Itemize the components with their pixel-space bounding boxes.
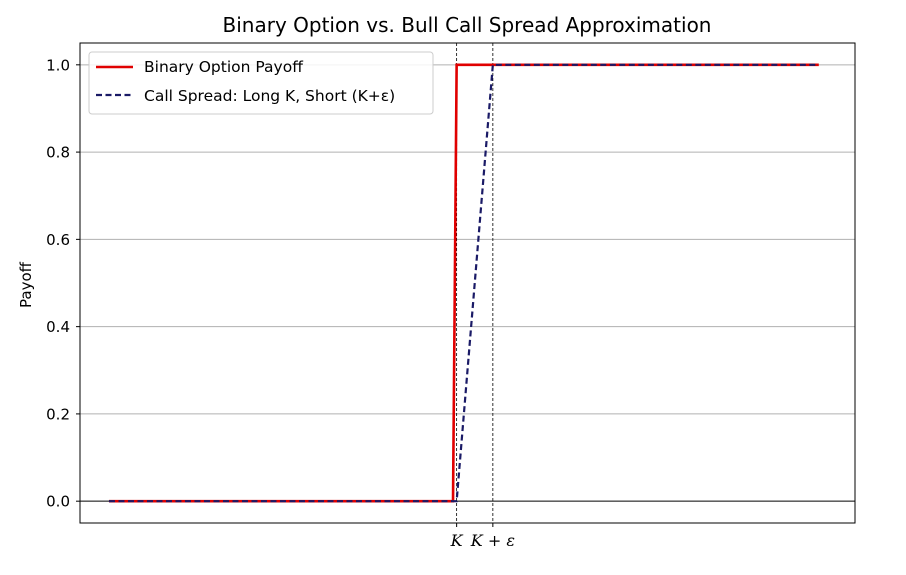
y-tick-label-3: 0.6 — [46, 231, 70, 249]
series-line-1 — [108, 63, 819, 503]
x-axis-ticks: K K + ε — [450, 523, 515, 550]
y-axis-ticks: 0.0 0.2 0.4 0.6 0.8 1.0 — [46, 56, 80, 511]
legend-box — [88, 51, 434, 115]
chart-title: Binary Option vs. Bull Call Spread Appro… — [223, 13, 712, 37]
y-tick-label-4: 0.8 — [46, 144, 70, 162]
series-layer — [108, 63, 819, 503]
y-tick-label-0: 0.0 — [46, 493, 70, 511]
y-tick-label-5: 1.0 — [46, 56, 70, 74]
legend: Binary Option Payoff Call Spread: Long K… — [88, 51, 434, 115]
y-axis-label: Payoff — [17, 261, 35, 308]
plot-background — [80, 43, 855, 523]
legend-label-spread: Call Spread: Long K, Short (K+ε) — [144, 87, 395, 105]
y-tick-label-1: 0.2 — [46, 405, 70, 423]
x-tick-label-0: K — [450, 531, 464, 550]
legend-label-binary: Binary Option Payoff — [144, 58, 303, 76]
plot-frame — [79, 42, 856, 524]
y-tick-label-2: 0.4 — [46, 318, 70, 336]
x-tick-label-1: K + ε — [470, 531, 515, 550]
